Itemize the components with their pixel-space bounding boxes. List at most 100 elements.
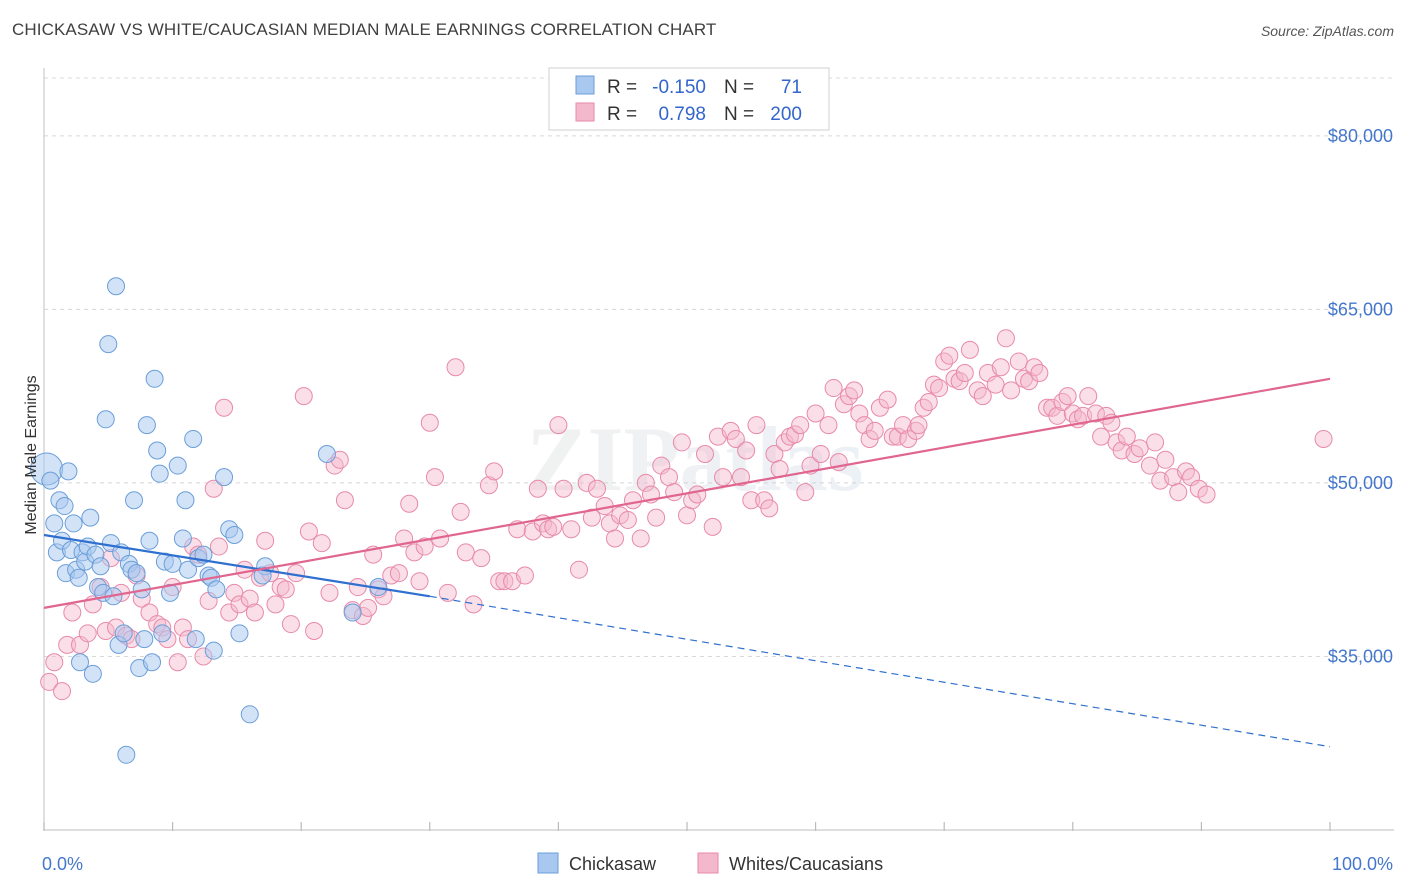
data-point-white [446,358,465,377]
data-point-white [996,329,1015,348]
trend-lines [43,377,1331,748]
data-point-white [850,404,869,423]
data-point-chickasaw [215,468,234,487]
data-point-white [991,358,1010,377]
data-point-white [914,398,933,417]
data-point-white [225,583,244,602]
data-point-white [1053,392,1072,411]
data-point-white [688,485,707,504]
data-point-white [410,572,429,591]
data-point-white [420,413,439,432]
y-tick-label: $65,000 [1328,299,1393,319]
data-point-white [294,387,313,406]
source-label: Source: ZipAtlas.com [1260,23,1394,39]
data-point-chickasaw [145,369,164,388]
data-point-white [760,499,779,518]
data-point-chickasaw [69,568,88,587]
data-point-white [472,549,491,568]
data-point-chickasaw [135,630,154,649]
legend-n-value-1: 71 [781,77,802,98]
data-point-white [400,494,419,513]
data-point-white [732,468,751,487]
white-caucasian-series [40,329,1333,701]
data-point-chickasaw [99,335,118,354]
data-point-white [451,502,470,521]
bottom-legend-label-chickasaw: Chickasaw [569,854,657,874]
data-point-chickasaw [343,603,362,622]
data-point-chickasaw [81,508,100,527]
data-point-white [909,416,928,435]
chickasaw-series [30,277,388,764]
data-point-white [878,390,897,409]
data-point-white [240,589,259,608]
data-point-chickasaw [168,456,187,475]
data-point-white [577,473,596,492]
data-point-white [245,603,264,622]
data-point-white [845,381,864,400]
stats-legend: R = -0.150 N = 71 R = 0.798 N = 200 [548,67,830,131]
data-point-white [960,340,979,359]
data-point-white [1025,358,1044,377]
data-point-white [1092,427,1111,446]
data-point-white [986,375,1005,394]
data-point-chickasaw [71,653,90,672]
data-point-white [824,379,843,398]
legend-r-label-1: R = [607,77,637,98]
data-point-white [485,462,504,481]
data-point-white [935,352,954,371]
data-point-white [78,624,97,643]
data-point-chickasaw [207,580,226,599]
legend-r-label-2: R = [607,104,637,125]
data-point-white [299,522,318,541]
data-point-chickasaw [143,653,162,672]
data-point-white [587,479,606,498]
data-point-white [230,595,249,614]
data-point-chickasaw [150,464,169,483]
data-point-white [45,653,64,672]
data-point-white [554,479,573,498]
data-point-white [747,416,766,435]
data-point-white [1146,433,1165,452]
data-point-white [811,445,830,463]
data-point-white [1009,352,1028,371]
data-point-white [714,468,733,487]
data-point-white [359,598,378,617]
data-point-white [955,364,974,383]
data-point-white [855,416,874,435]
data-point-white [266,595,285,614]
legend-r-value-2: 0.798 [658,104,706,125]
data-point-chickasaw [179,560,198,579]
data-point-white [919,392,938,411]
data-point-white [204,479,223,498]
y-tick-label: $35,000 [1328,646,1393,666]
data-point-white [786,425,805,444]
data-point-white [1030,364,1049,383]
data-point-white [1140,456,1159,475]
data-point-chickasaw [153,624,172,643]
data-point-white [968,381,987,400]
data-point-white [168,653,187,672]
data-point-white [464,595,483,614]
data-point-chickasaw [173,529,192,548]
data-point-white [479,476,498,495]
data-point-white [544,517,563,536]
data-point-white [1197,485,1216,504]
data-point-white [456,543,475,562]
data-point-white [1079,387,1098,406]
data-point-chickasaw [96,410,115,429]
data-point-white [1117,427,1136,446]
data-point-white [647,508,666,527]
y-tick-labels: $35,000 $50,000 $65,000 $80,000 [1328,126,1393,667]
data-point-white [791,416,810,435]
data-point-white [1125,445,1144,463]
bottom-legend-label-white: Whites/Caucasians [729,854,883,874]
data-point-white [1156,450,1175,469]
legend-swatch-chickasaw [575,75,595,95]
data-point-white [631,529,650,548]
data-point-white [335,491,354,510]
data-point-white [1048,406,1067,425]
data-point-white [209,537,228,556]
legend-swatch-white [575,102,595,122]
data-point-white [63,603,82,622]
data-point-chickasaw [59,462,78,481]
